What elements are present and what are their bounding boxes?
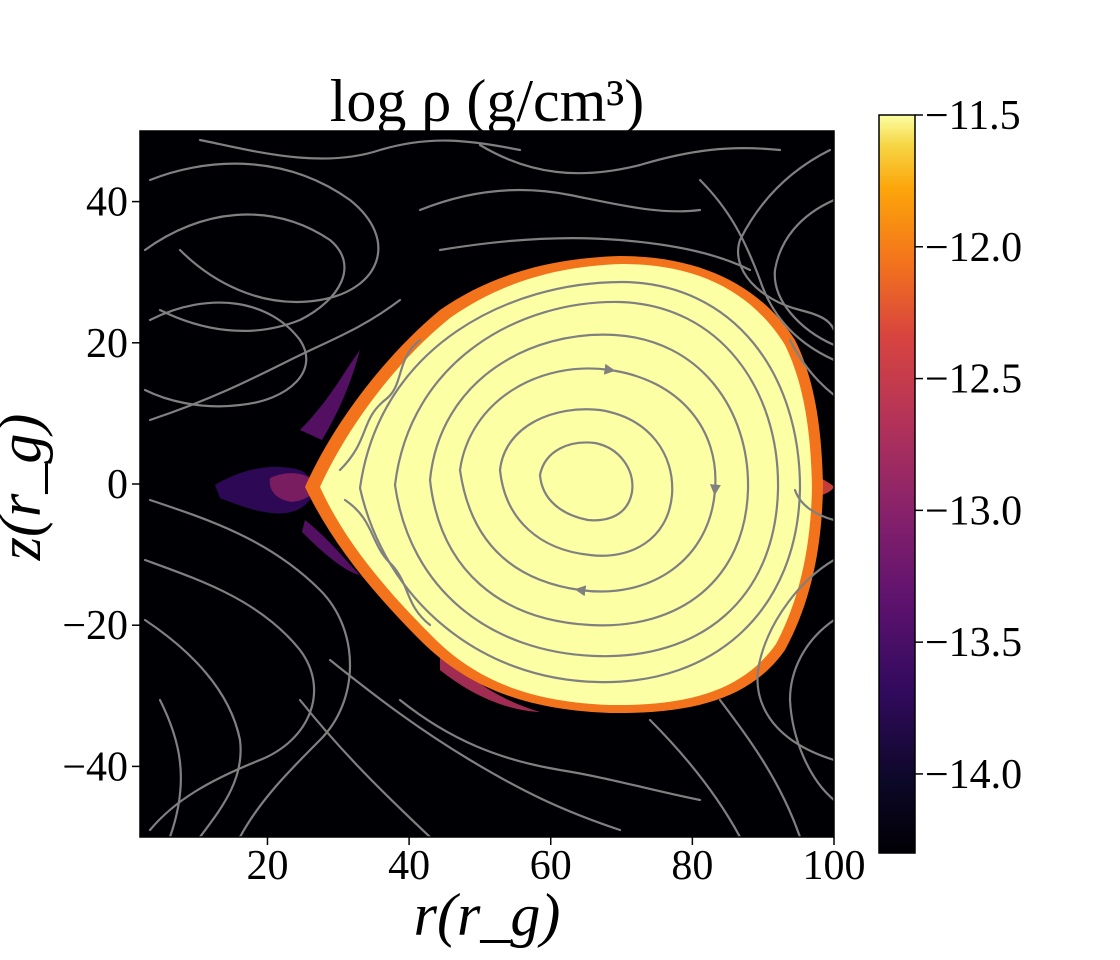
low-density-wisps	[215, 350, 834, 712]
colorbar-tick-label: −11.5	[925, 93, 1021, 139]
plot-area	[140, 131, 834, 837]
streamline	[756, 558, 834, 762]
streamline	[148, 498, 352, 837]
streamline	[698, 178, 834, 362]
y-tick-label: 20	[86, 321, 128, 367]
colorbar-tick-label: −12.0	[925, 225, 1022, 271]
streamline	[648, 718, 742, 837]
streamline	[338, 338, 422, 472]
x-tick-label: 80	[671, 843, 713, 889]
y-tick-label: 0	[107, 462, 128, 508]
streamline	[788, 338, 834, 397]
streamline	[143, 618, 242, 837]
streamline	[718, 698, 802, 837]
streamline	[358, 280, 802, 684]
x-tick-label: 40	[388, 843, 430, 889]
streamline	[343, 498, 432, 627]
x-tick-label: 60	[530, 843, 572, 889]
streamline	[458, 363, 721, 597]
colorbar-tick-label: −12.5	[925, 357, 1022, 403]
y-axis-label: z(r_g)	[0, 414, 53, 562]
streamline	[788, 618, 834, 802]
inner-wisp-core	[269, 473, 316, 502]
colorbar: −11.5 −12.0 −12.5 −13.0 −13.5 −14.0	[878, 93, 1022, 854]
chart-title: log ρ (g/cm³)	[330, 68, 645, 134]
y-tick-label: 40	[86, 180, 128, 226]
x-axis-ticks: 20 40 60 80 100	[246, 837, 866, 889]
streamline	[143, 213, 346, 333]
colorbar-ticks: −11.5 −12.0 −12.5 −13.0 −13.5 −14.0	[915, 93, 1022, 798]
streamline	[328, 658, 622, 832]
streamline	[737, 148, 834, 332]
colorbar-gradient	[878, 114, 916, 854]
streamlines	[143, 138, 834, 837]
colorbar-tick-label: −13.0	[925, 488, 1022, 534]
streamline	[198, 138, 522, 160]
upper-wisp	[300, 350, 360, 440]
streamline	[148, 298, 402, 422]
colorbar-tick-label: −14.0	[925, 752, 1022, 798]
streamline	[538, 441, 634, 522]
streamline	[773, 198, 834, 347]
x-tick-label: 20	[246, 843, 288, 889]
streamline	[298, 698, 432, 837]
streamline	[148, 162, 380, 304]
colorbar-tick-label: −13.5	[925, 620, 1022, 666]
lower-wisp	[302, 520, 360, 575]
x-axis-label: r(r_g)	[414, 882, 561, 948]
y-tick-label: −20	[62, 603, 128, 649]
y-axis-ticks: 40 20 0 −20 −40	[62, 180, 140, 790]
streamline	[793, 488, 834, 522]
streamline	[418, 188, 702, 213]
streamline	[478, 143, 782, 175]
streamline	[428, 333, 750, 627]
streamline	[498, 408, 674, 557]
streamline	[398, 698, 702, 802]
streamline	[393, 300, 780, 658]
streamline	[143, 558, 316, 832]
x-tick-label: 100	[803, 843, 866, 889]
streamline	[158, 698, 183, 837]
y-tick-label: −40	[62, 744, 128, 790]
bottom-wisp	[440, 650, 540, 712]
streamline	[438, 236, 752, 272]
